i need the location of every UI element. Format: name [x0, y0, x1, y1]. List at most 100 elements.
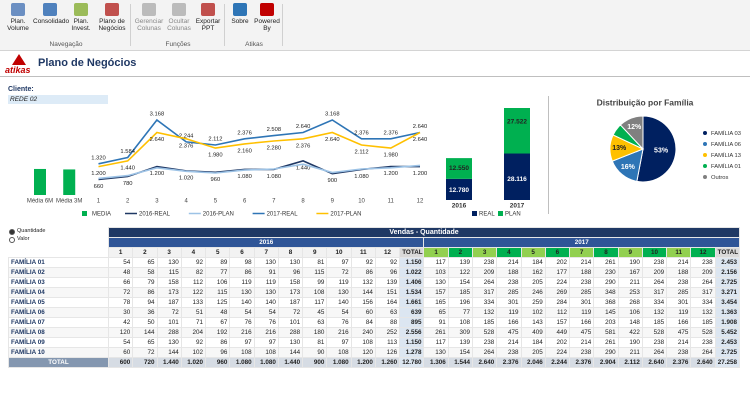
radio-label: Quantidade — [17, 228, 46, 234]
cell: 92 — [180, 257, 207, 268]
cell: 214 — [666, 257, 692, 268]
cell: 132 — [471, 307, 498, 318]
cell: 1.260 — [374, 357, 401, 368]
x-tick-label: 10 — [358, 199, 365, 205]
data-label: 1.080 — [267, 174, 282, 180]
cell: 151 — [374, 287, 401, 298]
cell: 185 — [447, 287, 473, 298]
cell: 285 — [496, 287, 522, 298]
cell: 209 — [471, 267, 498, 278]
cell: 317 — [471, 287, 498, 298]
cell: 71 — [180, 317, 207, 328]
cell: 2.453 — [714, 257, 741, 268]
ribbon-button[interactable]: Exportar PPT — [193, 2, 223, 40]
client-label: Cliente: — [8, 86, 34, 93]
cell: 86 — [205, 337, 231, 348]
row-label: FAMÍLIA 01 — [8, 257, 109, 268]
cell: 209 — [690, 267, 716, 278]
cell: 122 — [180, 287, 207, 298]
ribbon-button[interactable]: Plan. Invest. — [67, 2, 95, 40]
cell: 261 — [423, 327, 449, 338]
chart-title: Distribuição por Família — [597, 97, 694, 107]
cell: 117 — [302, 297, 328, 308]
table-row: FAMÍLIA 08 120 144 288 204 192 216 216 288 180 216… — [8, 327, 741, 338]
ribbon-button[interactable]: Consolidado — [33, 2, 69, 40]
data-label: 1.980 — [384, 153, 399, 159]
cell: 122 — [447, 267, 473, 278]
x-tick-label: 4 — [184, 199, 188, 205]
cell: 156 — [350, 297, 376, 308]
cell: 101 — [156, 317, 182, 328]
legend-label: MEDIA — [92, 212, 111, 218]
cell: 184 — [520, 337, 546, 348]
cell: 119 — [326, 277, 352, 288]
client-box[interactable]: REDE 02 — [8, 95, 108, 104]
cell: 1.908 — [714, 317, 741, 328]
cell: 1.080 — [229, 357, 255, 368]
cell: 409 — [520, 327, 546, 338]
cell: 528 — [690, 327, 716, 338]
cell: 224 — [544, 347, 571, 358]
data-label: 16% — [621, 164, 636, 171]
cell: 1.150 — [399, 257, 425, 268]
cell: 125 — [205, 297, 231, 308]
cell: 202 — [544, 337, 571, 348]
cell: 86 — [350, 267, 376, 278]
cell: 209 — [641, 267, 668, 278]
cell: 94 — [132, 297, 158, 308]
legend-label: FAMÍLIA 06 — [711, 141, 741, 148]
cell: 82 — [180, 267, 207, 278]
button-label: Exportar PPT — [195, 18, 221, 32]
cell: 288 — [277, 327, 304, 338]
cell: 92 — [374, 257, 401, 268]
cell: 177 — [544, 267, 571, 278]
cell: 102 — [180, 347, 207, 358]
cell: 89 — [205, 257, 231, 268]
header-rule — [0, 76, 750, 77]
legend-label: 2017-PLAN — [330, 212, 361, 218]
cell: 216 — [229, 327, 255, 338]
cell: 112 — [180, 277, 207, 288]
cell: 60 — [107, 347, 134, 358]
cell: 1.440 — [156, 357, 182, 368]
cell: 12.780 — [399, 357, 425, 368]
cell: 203 — [593, 317, 619, 328]
cell: 98 — [229, 257, 255, 268]
ribbon-button[interactable]: Ocultar Colunas — [165, 2, 193, 40]
ribbon-button[interactable]: Plano de Negócios — [95, 2, 129, 40]
cell: 130 — [253, 287, 279, 298]
table-row: FAMÍLIA 03 66 79 158 112 106 119 119 158 99 119 132… — [8, 277, 741, 288]
cell: 117 — [423, 337, 449, 348]
logo-mark — [12, 54, 26, 65]
x-tick-label: Média 3M — [56, 199, 82, 205]
radio[interactable] — [9, 229, 15, 235]
bar — [63, 169, 76, 195]
ribbon-button[interactable]: Gerenciar Colunas — [133, 2, 165, 40]
cell: 54 — [107, 337, 134, 348]
group-separator — [224, 4, 225, 46]
cell: 130 — [253, 257, 279, 268]
cell: 1.440 — [277, 357, 304, 368]
data-label: 2.376 — [237, 130, 252, 136]
cell: 54 — [326, 307, 352, 318]
cell: 164 — [374, 297, 401, 308]
radio[interactable] — [9, 237, 15, 243]
cell: 36 — [132, 307, 158, 318]
cell: 139 — [447, 257, 473, 268]
cell: 119 — [569, 307, 595, 318]
cell: 130 — [156, 257, 182, 268]
column-header: 11 — [350, 247, 376, 258]
legend-label: FAMÍLIA 13 — [711, 152, 741, 159]
ribbon-button[interactable]: Plan. Volume — [3, 2, 33, 40]
cell: 90 — [302, 347, 328, 358]
ribbon-button[interactable]: Powered By — [253, 2, 281, 40]
cell: 144 — [350, 287, 376, 298]
legend-label: Outros — [711, 175, 728, 181]
cell: 120 — [107, 327, 134, 338]
ribbon-button[interactable]: Sobre — [227, 2, 253, 40]
cell: 211 — [617, 277, 643, 288]
cell: 230 — [593, 267, 619, 278]
icon — [43, 3, 57, 16]
x-tick-label: 9 — [331, 199, 335, 205]
cell: 238 — [471, 337, 498, 348]
